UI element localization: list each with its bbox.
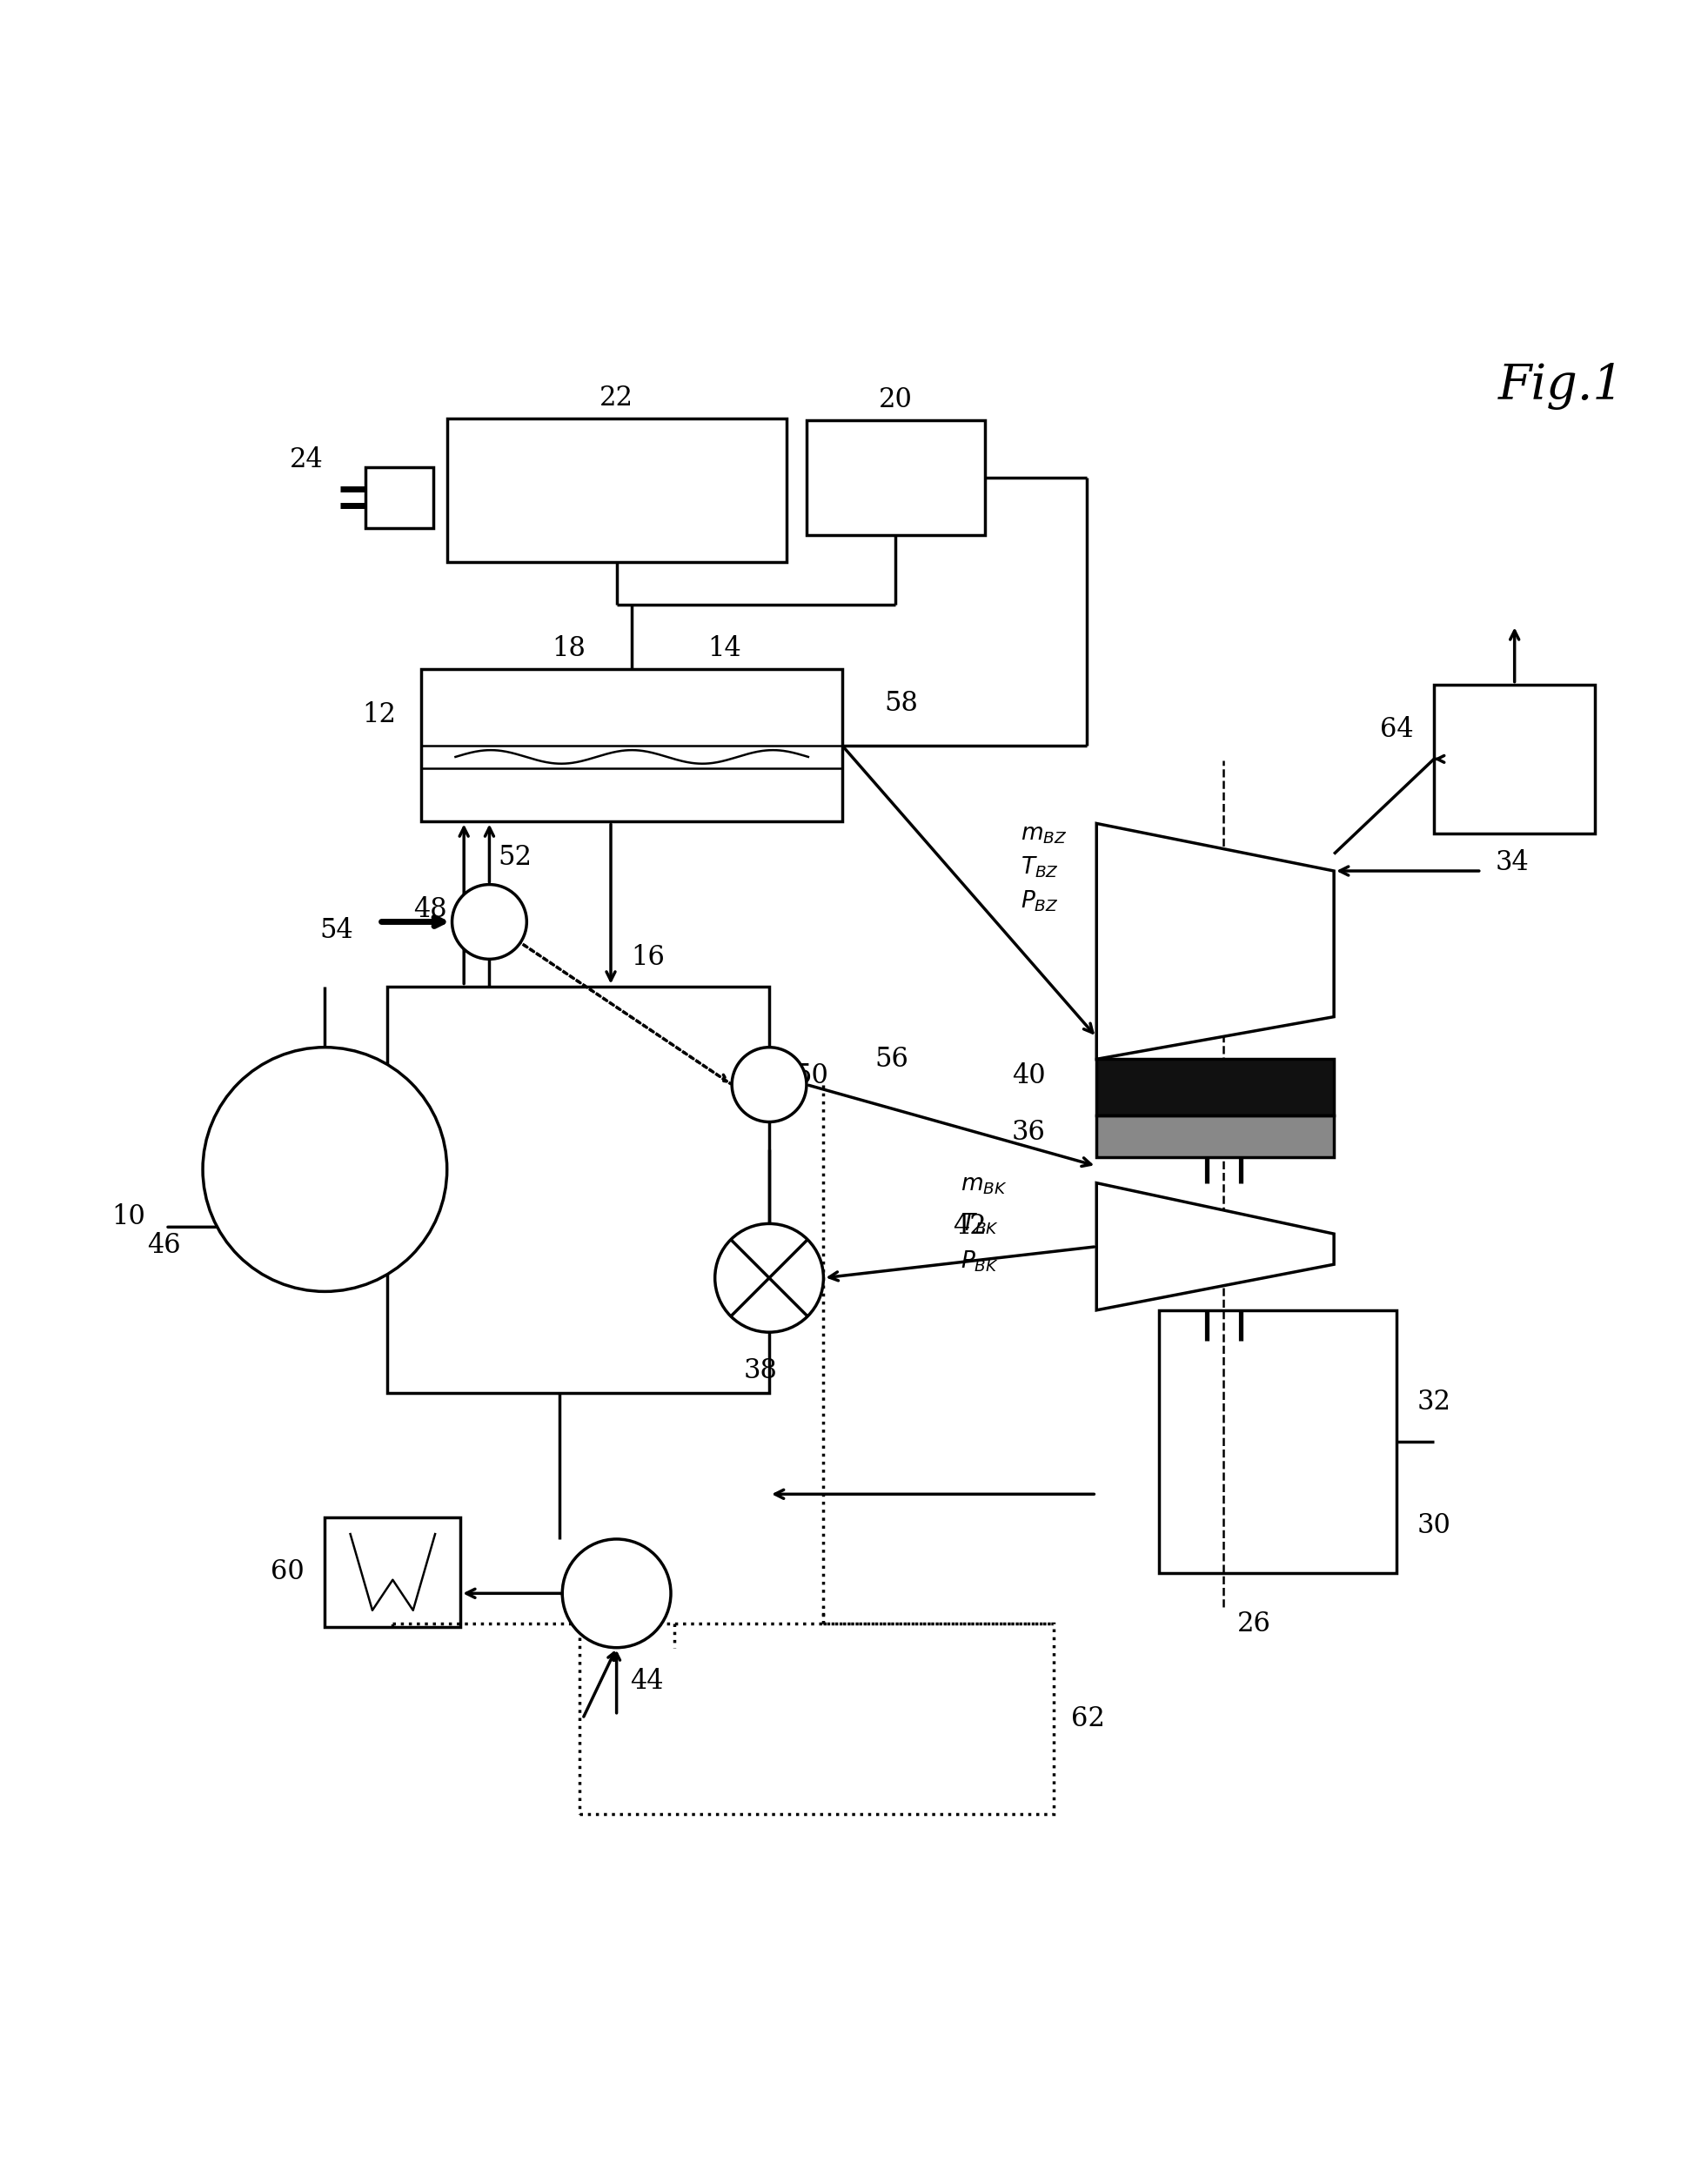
Text: $P_{BK}$: $P_{BK}$ <box>962 1249 999 1273</box>
Text: 26: 26 <box>1237 1610 1271 1636</box>
Text: 60: 60 <box>272 1558 304 1586</box>
Bar <box>1435 685 1595 833</box>
Circle shape <box>562 1538 671 1647</box>
Circle shape <box>453 883 526 960</box>
Text: 22: 22 <box>600 385 634 411</box>
Text: 10: 10 <box>111 1203 145 1229</box>
Bar <box>325 1517 461 1628</box>
Bar <box>1097 1060 1334 1114</box>
Bar <box>1097 1114 1334 1158</box>
Polygon shape <box>1097 823 1334 1060</box>
Text: 28: 28 <box>333 1216 367 1245</box>
Text: 46: 46 <box>147 1232 181 1260</box>
Text: 34: 34 <box>1494 849 1529 877</box>
Text: 62: 62 <box>1071 1706 1105 1732</box>
Bar <box>1097 1114 1334 1158</box>
Text: 50: 50 <box>794 1062 828 1090</box>
Text: 54: 54 <box>319 916 354 944</box>
Text: 14: 14 <box>707 635 741 662</box>
Text: 56: 56 <box>874 1047 909 1073</box>
Text: 64: 64 <box>1380 716 1414 742</box>
Bar <box>579 1623 1054 1815</box>
Text: 20: 20 <box>878 385 912 413</box>
Bar <box>806 420 984 535</box>
Bar <box>1097 1060 1334 1114</box>
Circle shape <box>203 1047 447 1293</box>
Bar <box>1160 1310 1397 1573</box>
Circle shape <box>733 1047 806 1123</box>
Bar <box>366 468 434 529</box>
Text: Fig.1: Fig.1 <box>1498 361 1624 409</box>
Bar <box>422 670 842 823</box>
Text: 58: 58 <box>885 690 919 716</box>
Text: 48: 48 <box>413 897 447 923</box>
Circle shape <box>716 1223 823 1332</box>
Text: 38: 38 <box>743 1358 777 1384</box>
Text: 24: 24 <box>289 446 323 474</box>
Polygon shape <box>1097 1184 1334 1310</box>
Text: $P_{BZ}$: $P_{BZ}$ <box>1020 888 1059 914</box>
Text: 44: 44 <box>630 1669 664 1695</box>
Text: 36: 36 <box>1011 1118 1045 1145</box>
Text: $T_{BK}$: $T_{BK}$ <box>962 1212 999 1236</box>
Text: 16: 16 <box>632 944 664 970</box>
Text: 40: 40 <box>1013 1062 1045 1090</box>
Text: 32: 32 <box>1418 1388 1452 1417</box>
Text: 18: 18 <box>552 635 586 662</box>
Text: $T_{BZ}$: $T_{BZ}$ <box>1020 855 1059 879</box>
Bar <box>388 986 769 1393</box>
Text: 12: 12 <box>362 701 396 729</box>
Text: 30: 30 <box>1418 1512 1450 1538</box>
Text: 52: 52 <box>497 844 531 870</box>
Bar <box>447 418 786 561</box>
Text: $m_{BZ}$: $m_{BZ}$ <box>1020 825 1066 846</box>
Text: $m_{BK}$: $m_{BK}$ <box>962 1175 1008 1197</box>
Text: 42: 42 <box>953 1212 986 1240</box>
